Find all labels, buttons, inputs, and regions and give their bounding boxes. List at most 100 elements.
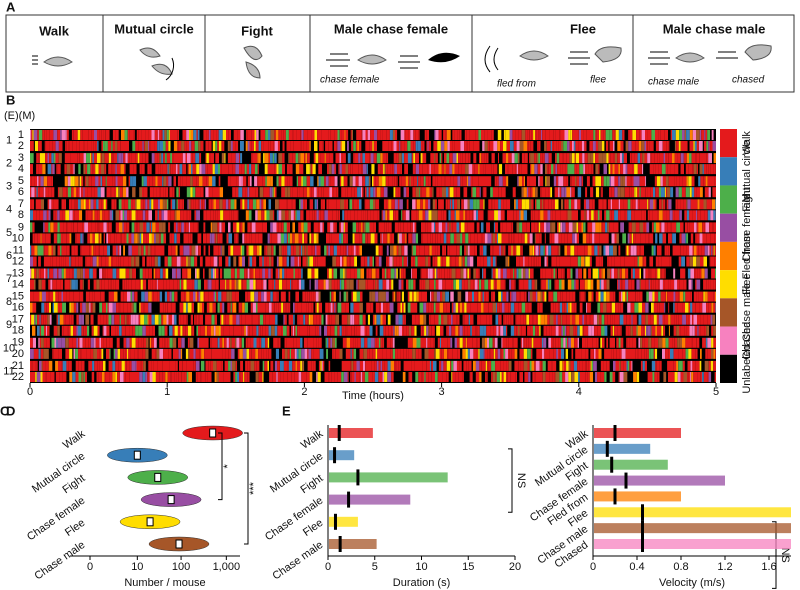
stripe bbox=[708, 302, 712, 313]
stripe bbox=[357, 210, 362, 221]
stripe bbox=[379, 325, 384, 336]
stripe bbox=[567, 210, 572, 221]
stripe bbox=[545, 176, 547, 187]
stripe bbox=[67, 153, 71, 164]
stripe bbox=[125, 325, 130, 336]
stripe bbox=[153, 291, 158, 302]
stripe bbox=[142, 325, 146, 336]
stripe bbox=[73, 302, 77, 313]
stripe bbox=[197, 256, 200, 267]
stripe bbox=[330, 245, 334, 256]
stripe bbox=[552, 187, 555, 198]
stripe bbox=[618, 245, 621, 256]
stripe bbox=[434, 279, 436, 290]
stripe bbox=[136, 268, 140, 279]
stripe bbox=[325, 141, 329, 151]
stripe bbox=[347, 222, 350, 233]
stripe bbox=[41, 153, 46, 164]
stripe bbox=[407, 233, 409, 244]
stripe bbox=[229, 141, 231, 151]
stripe bbox=[549, 279, 552, 290]
stripe bbox=[181, 222, 184, 233]
stripe bbox=[613, 141, 615, 151]
stripe bbox=[400, 164, 402, 175]
stripe bbox=[90, 302, 92, 313]
stripe bbox=[495, 291, 499, 302]
stripe bbox=[216, 130, 219, 140]
stripe bbox=[282, 256, 284, 267]
stripe bbox=[675, 130, 680, 140]
stripe bbox=[382, 291, 386, 302]
stripe bbox=[566, 199, 569, 210]
stripe bbox=[639, 176, 643, 187]
stripe bbox=[79, 141, 83, 151]
stripe bbox=[322, 199, 326, 210]
stripe bbox=[393, 245, 397, 256]
stripe bbox=[155, 325, 159, 336]
stripe bbox=[591, 210, 594, 221]
stripe bbox=[132, 314, 136, 325]
stripe bbox=[438, 164, 442, 175]
stripe bbox=[127, 130, 130, 140]
stripe bbox=[707, 210, 711, 221]
stripe bbox=[237, 210, 239, 221]
stripe bbox=[293, 302, 295, 313]
stripe bbox=[209, 233, 212, 244]
stripe bbox=[36, 153, 39, 164]
stripe bbox=[591, 245, 595, 256]
stripe bbox=[43, 210, 47, 221]
stripe bbox=[618, 291, 621, 302]
stripe bbox=[69, 245, 72, 256]
stripe bbox=[255, 314, 259, 325]
stripe bbox=[592, 199, 595, 210]
stripe bbox=[239, 256, 242, 267]
stripe bbox=[218, 245, 221, 256]
stripe bbox=[256, 245, 260, 256]
stripe bbox=[369, 141, 373, 151]
stripe bbox=[427, 141, 429, 151]
stripe bbox=[599, 256, 602, 267]
stripe bbox=[713, 291, 716, 302]
stripe bbox=[557, 164, 561, 175]
stripe bbox=[651, 279, 654, 290]
stripe bbox=[351, 325, 355, 336]
stripe bbox=[389, 153, 394, 164]
stripe bbox=[531, 130, 534, 140]
stripe bbox=[233, 325, 237, 336]
stripe bbox=[144, 302, 149, 313]
stripe bbox=[690, 268, 694, 279]
stripe bbox=[411, 233, 413, 244]
stripe bbox=[295, 199, 300, 210]
stripe bbox=[474, 279, 478, 290]
stripe bbox=[426, 187, 430, 198]
stripe bbox=[338, 187, 342, 198]
stripe bbox=[429, 187, 432, 198]
stripe bbox=[689, 141, 694, 151]
stripe bbox=[217, 302, 220, 313]
stripe bbox=[715, 199, 716, 210]
stripe bbox=[35, 325, 37, 336]
stripe bbox=[559, 153, 563, 164]
stripe bbox=[76, 187, 78, 198]
stripe bbox=[106, 176, 111, 187]
stripe bbox=[280, 291, 283, 302]
stripe bbox=[30, 268, 32, 279]
stripe bbox=[186, 130, 190, 140]
stripe bbox=[168, 222, 171, 233]
stripe bbox=[365, 176, 369, 187]
stripe bbox=[345, 245, 347, 256]
stripe bbox=[142, 141, 144, 151]
stripe bbox=[154, 153, 158, 164]
stripe bbox=[295, 279, 298, 290]
stripe bbox=[627, 210, 632, 221]
stripe bbox=[437, 245, 441, 256]
stripe bbox=[278, 279, 283, 290]
stripe bbox=[74, 176, 79, 187]
stripe bbox=[213, 130, 217, 140]
stripe bbox=[171, 233, 175, 244]
stripe bbox=[569, 268, 571, 279]
stripe bbox=[175, 199, 177, 210]
stripe bbox=[473, 314, 478, 325]
stripe bbox=[699, 302, 703, 313]
stripe bbox=[642, 176, 646, 187]
